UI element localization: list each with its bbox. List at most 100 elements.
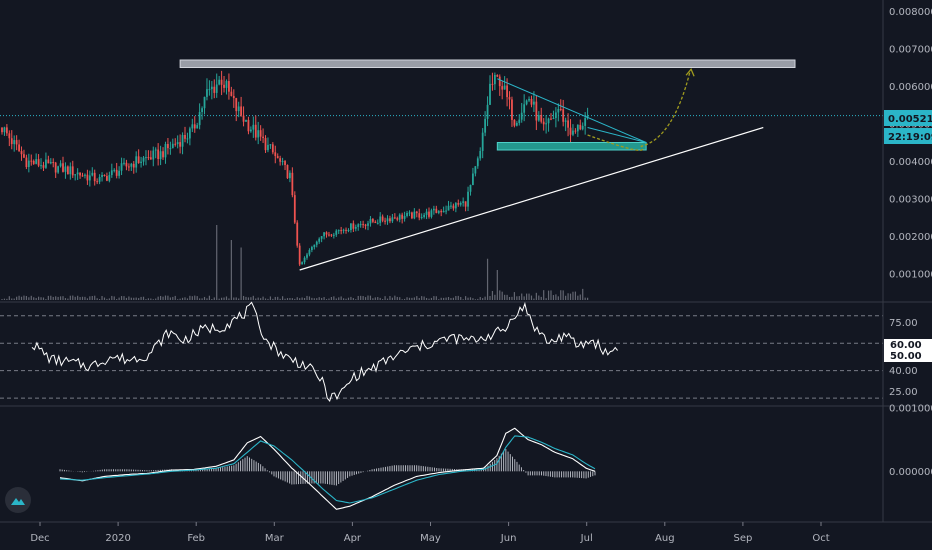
rsi-panel[interactable] — [0, 301, 932, 403]
volume-bar — [582, 288, 584, 300]
volume-bar — [491, 290, 494, 300]
candle-body — [528, 98, 530, 101]
candle-body — [242, 115, 245, 122]
candle-body — [69, 166, 72, 175]
candle-body — [181, 135, 184, 147]
candle-body — [91, 172, 94, 176]
volume-bar — [186, 298, 189, 300]
candle-body — [476, 158, 479, 167]
candle-body — [545, 123, 548, 125]
volume-bar — [313, 298, 315, 300]
volume-bar — [377, 297, 379, 300]
volume-bar — [25, 295, 27, 300]
candle-body — [171, 143, 174, 149]
rsi-line[interactable] — [31, 301, 618, 403]
candle-body — [474, 166, 477, 174]
volume-bar — [486, 258, 489, 300]
volume-bar — [28, 297, 30, 300]
volume-bar — [321, 297, 323, 300]
time-axis-tick: Apr — [344, 533, 362, 544]
candle-body — [62, 163, 64, 172]
triangle-edge-4[interactable] — [587, 127, 647, 143]
volume-panel — [1, 225, 589, 300]
volume-bar — [472, 298, 474, 300]
candle-body — [284, 161, 286, 165]
time-axis-tick: Sep — [733, 533, 752, 544]
tradingview-logo[interactable] — [5, 487, 31, 513]
candle-body — [25, 157, 28, 168]
volume-bar — [96, 298, 98, 300]
candle-body — [293, 195, 296, 223]
volume-bar — [433, 296, 435, 300]
candle-body — [386, 218, 389, 222]
volume-bar — [440, 297, 442, 300]
candle-body — [340, 230, 343, 232]
candle-body — [359, 224, 362, 226]
candle-body — [308, 250, 311, 255]
volume-bar — [372, 298, 374, 300]
candle-body — [108, 175, 111, 181]
volume-bar — [123, 296, 125, 300]
volume-bar — [150, 298, 152, 300]
volume-bar — [230, 240, 232, 300]
volume-bar — [421, 296, 423, 300]
volume-bar — [533, 298, 535, 300]
volume-bar — [296, 297, 298, 300]
projection-arrowhead — [685, 68, 695, 77]
candle-body — [523, 104, 526, 113]
candle-body — [330, 234, 333, 236]
volume-bar — [496, 270, 498, 300]
volume-bar — [552, 295, 555, 300]
candle-body — [457, 203, 460, 205]
ascending-trendline[interactable] — [299, 126, 764, 271]
volume-bar — [367, 295, 369, 300]
macd-panel[interactable] — [0, 405, 932, 510]
candle-body — [130, 163, 133, 167]
resistance-zone[interactable] — [179, 59, 796, 68]
candle-body — [201, 108, 203, 113]
macd-line[interactable] — [59, 427, 596, 510]
volume-bar — [423, 296, 425, 300]
candle-body — [337, 230, 340, 232]
candle-body — [442, 211, 445, 213]
volume-bar — [138, 298, 140, 300]
volume-bar — [340, 296, 342, 300]
candle-body — [530, 98, 533, 105]
volume-bar — [443, 297, 445, 300]
signal-line[interactable] — [59, 435, 596, 504]
support-zone[interactable] — [496, 142, 647, 151]
candle-body — [379, 216, 382, 223]
price-axis-tick: 0.007000 — [889, 44, 932, 55]
volume-bar — [277, 296, 279, 300]
projection-path[interactable] — [587, 71, 691, 151]
volume-bar — [474, 299, 476, 300]
candle-body — [147, 157, 150, 159]
candle-body — [511, 99, 513, 120]
price-panel[interactable] — [0, 59, 883, 271]
candle-body — [140, 161, 142, 163]
volume-bar — [550, 290, 552, 300]
candle-body — [186, 138, 189, 140]
candle-body — [113, 169, 116, 171]
candle-body — [503, 85, 506, 90]
candle-body — [525, 100, 528, 105]
volume-bar — [364, 297, 367, 300]
price-axis-tick: 0.002000 — [889, 232, 932, 243]
candle-body — [469, 184, 472, 192]
volume-bar — [33, 297, 35, 300]
candle-body — [445, 210, 447, 212]
candle-body — [481, 132, 484, 151]
volume-bar — [416, 296, 418, 300]
volume-bar — [45, 299, 47, 300]
candle-body — [249, 129, 252, 132]
candle-body — [315, 241, 318, 245]
triangle-edge-3[interactable] — [497, 78, 647, 143]
candle-body — [196, 125, 199, 129]
volume-bar — [113, 296, 115, 300]
candle-body — [276, 156, 279, 159]
volume-bar — [130, 297, 132, 300]
candle-body — [245, 119, 247, 122]
candle-body — [54, 162, 57, 173]
volume-bar — [294, 298, 296, 300]
